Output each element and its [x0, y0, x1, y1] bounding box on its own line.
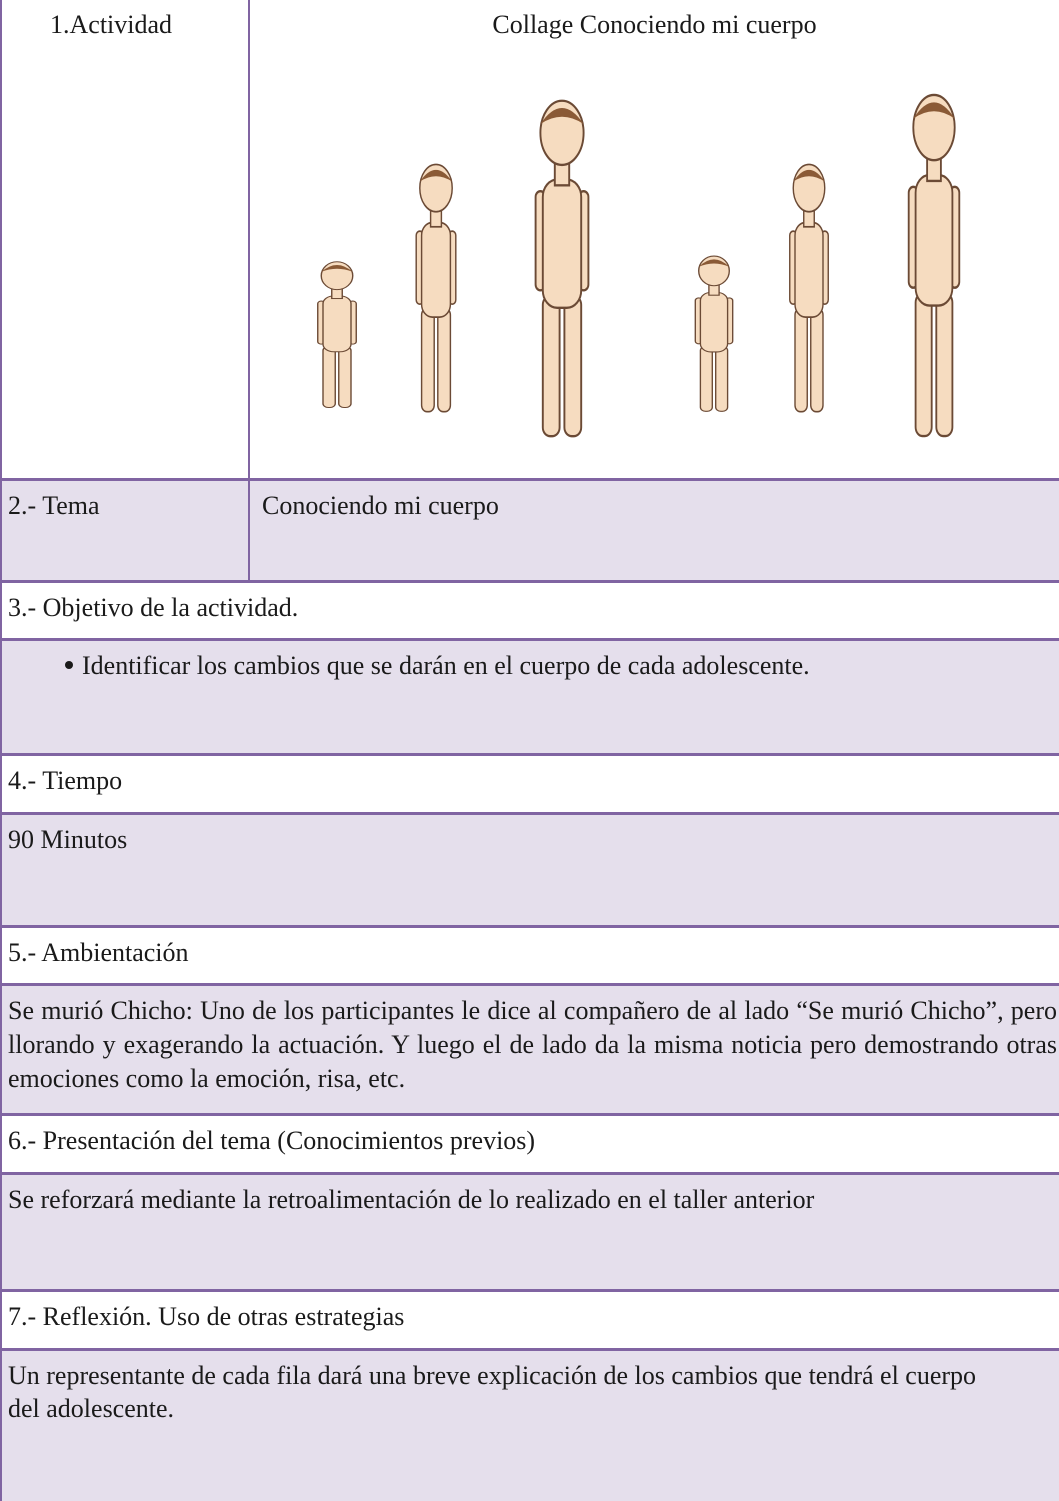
row: Identificar los cambios que se darán en …: [2, 638, 1059, 753]
row: 2.- Tema Conociendo mi cuerpo: [2, 478, 1059, 580]
cell: 5.- Ambientación: [8, 938, 189, 967]
cell: Collage Conociendo mi cuerpo: [250, 0, 1059, 478]
cell: Identificar los cambios que se darán en …: [82, 651, 810, 680]
row: 90 Minutos: [2, 812, 1059, 925]
cell: 7.- Reflexión. Uso de otras estrategias: [8, 1302, 405, 1331]
cell: 6.- Presentación del tema (Conocimientos…: [8, 1126, 536, 1155]
cell: Se reforzará mediante la retroalimentaci…: [8, 1185, 815, 1214]
cell: Un representante de cada fila dará una b…: [8, 1361, 977, 1423]
cell: 3.- Objetivo de la actividad.: [8, 593, 299, 622]
row: 4.- Tiempo: [2, 753, 1059, 812]
row: 3.- Objetivo de la actividad.: [2, 580, 1059, 638]
cell: Se murió Chicho: Uno de los participante…: [8, 996, 1057, 1093]
cell: 1.Actividad: [2, 0, 250, 478]
row: Un representante de cada fila dará una b…: [2, 1348, 1059, 1501]
cell-text: Collage Conociendo mi cuerpo: [492, 10, 817, 39]
row: Se murió Chicho: Uno de los participante…: [2, 983, 1059, 1113]
row: 5.- Ambientación: [2, 925, 1059, 983]
bullet: [65, 661, 73, 669]
row: 1.Actividad Collage Conociendo mi cuerpo: [2, 0, 1059, 478]
illustration: [316, 93, 961, 438]
row: Se reforzará mediante la retroalimentaci…: [2, 1172, 1059, 1289]
cell: Conociendo mi cuerpo: [262, 491, 499, 520]
cell: 2.- Tema: [2, 481, 250, 580]
row: 7.- Reflexión. Uso de otras estrategias: [2, 1289, 1059, 1348]
cell: 4.- Tiempo: [8, 766, 123, 795]
cell: 90 Minutos: [8, 825, 128, 854]
row: 6.- Presentación del tema (Conocimientos…: [2, 1113, 1059, 1172]
